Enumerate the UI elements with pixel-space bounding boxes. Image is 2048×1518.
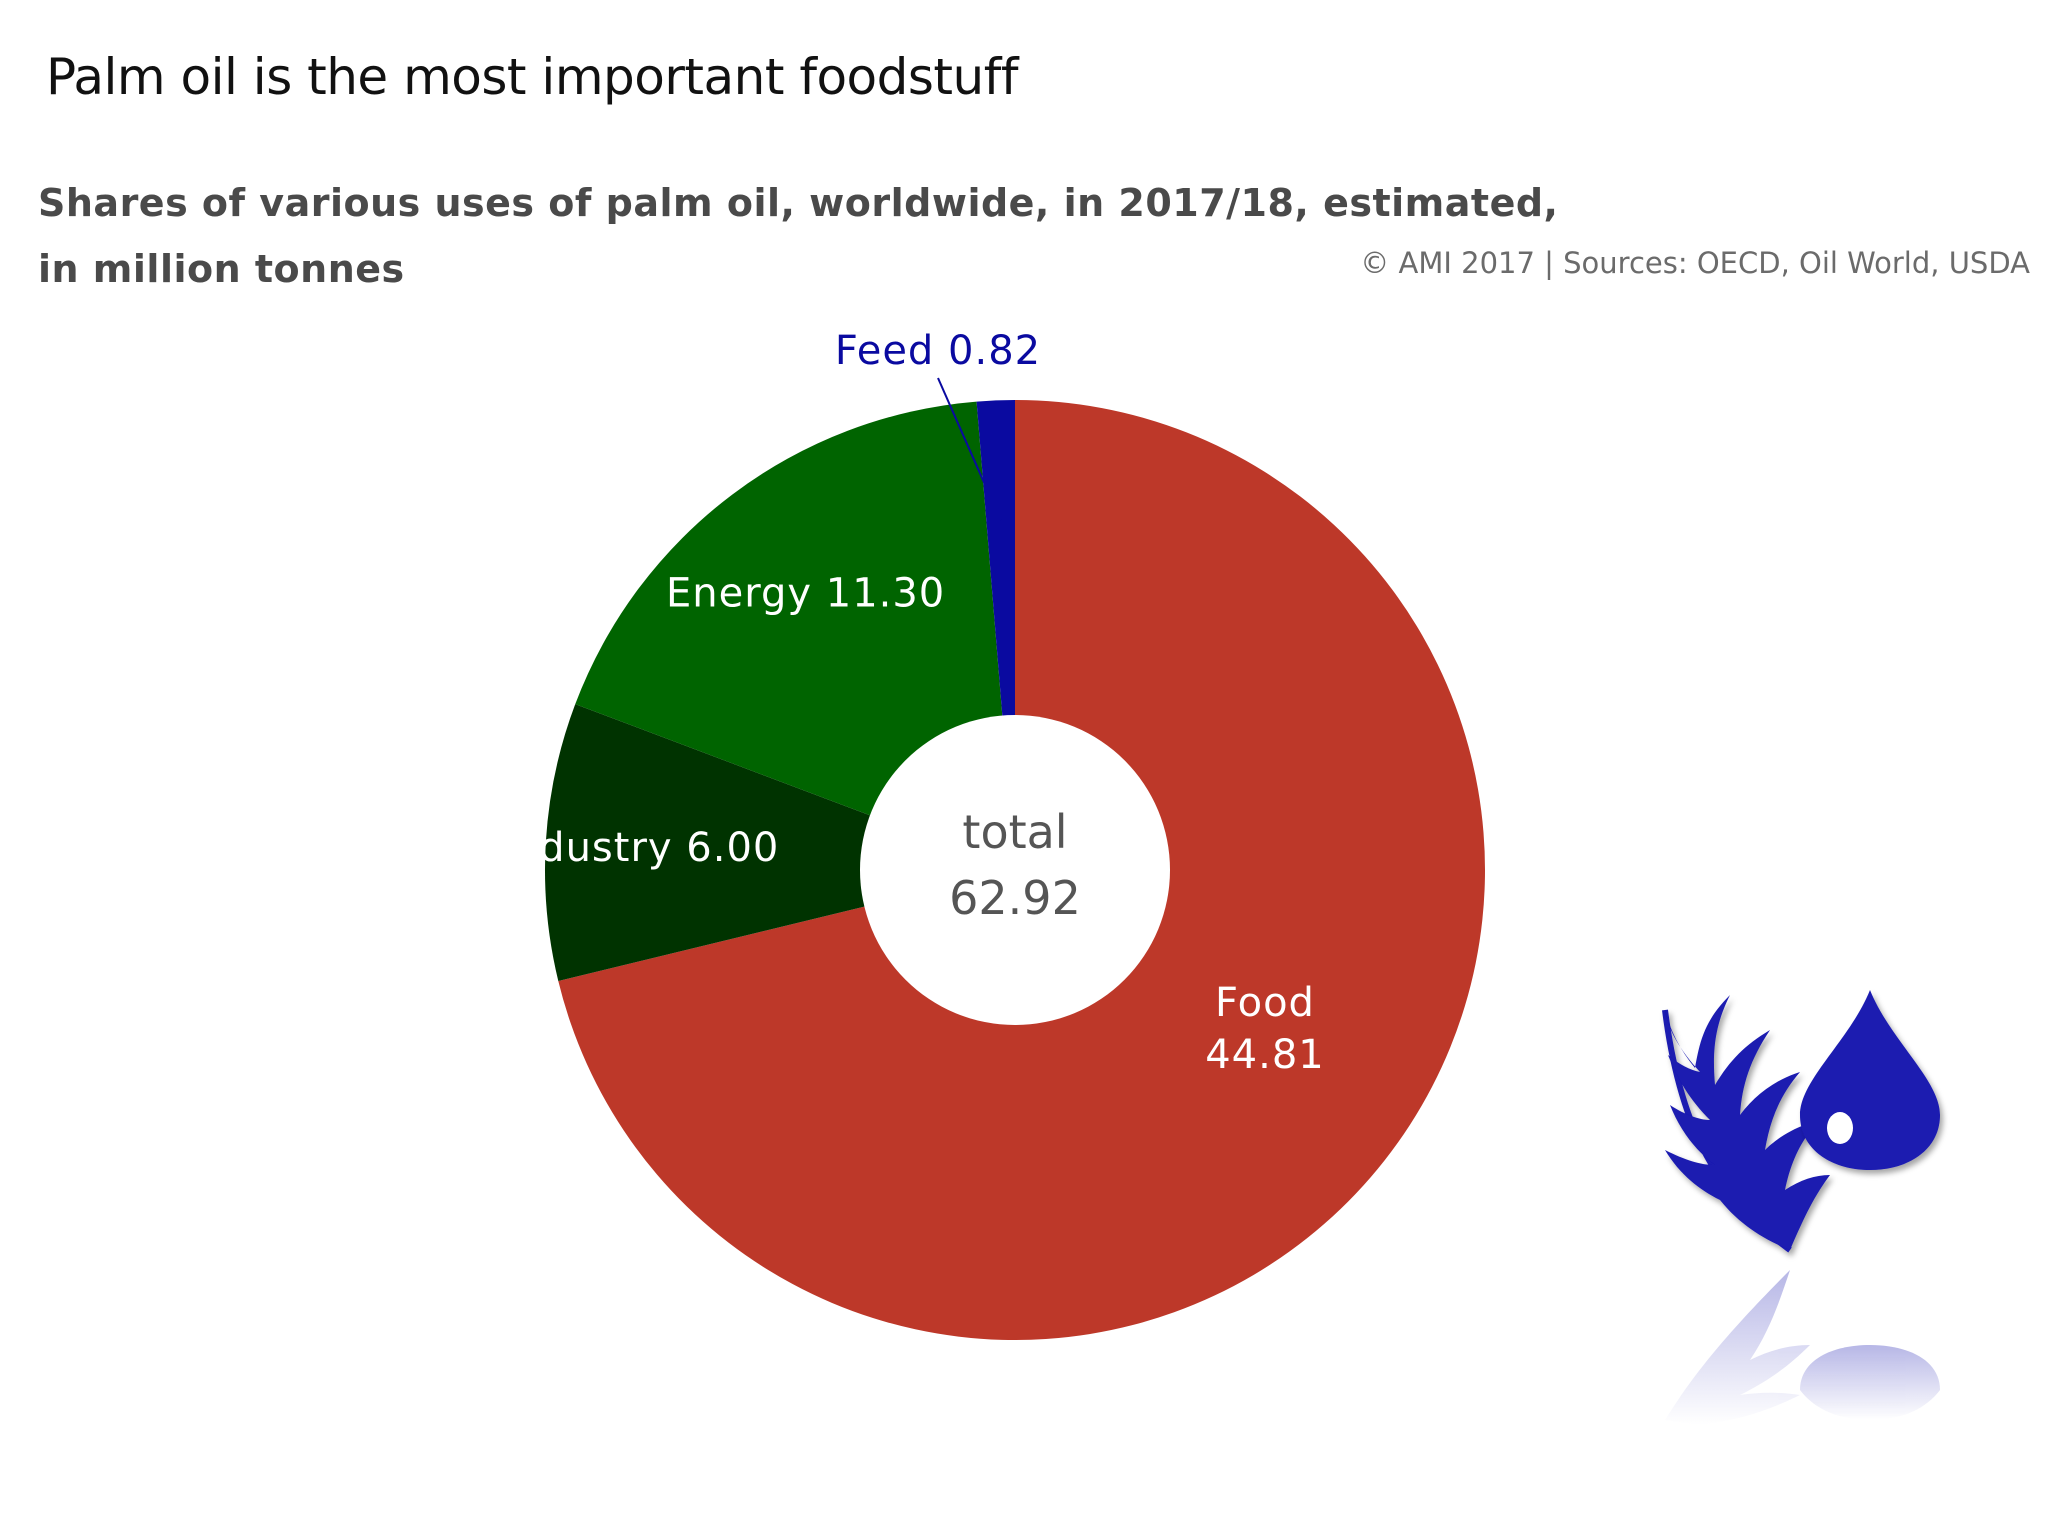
chart-title: Palm oil is the most important foodstuff [46, 48, 1018, 106]
slice-leader-line-feed [937, 377, 1002, 521]
slice-label-industry: Industry 6.00 [500, 825, 779, 871]
subtitle-line-2: in million tonnes [38, 247, 405, 291]
chart-subtitle: Shares of various uses of palm oil, worl… [38, 170, 1559, 302]
oil-drop-icon [1800, 990, 1940, 1170]
slice-value-food: 44.81 [1205, 1032, 1325, 1078]
slice-energy [575, 401, 1015, 870]
subtitle-line-1: Shares of various uses of palm oil, worl… [38, 181, 1559, 225]
icon-reflection [1665, 1270, 1940, 1425]
slice-industry [545, 704, 1015, 981]
palm-leaf-icon [1662, 995, 1830, 1253]
donut-hole [860, 715, 1170, 1025]
source-note: © AMI 2017 | Sources: OECD, Oil World, U… [1360, 246, 2030, 280]
slice-label-feed: Feed 0.82 [835, 328, 1041, 374]
slice-label-energy: Energy 11.30 [666, 570, 945, 616]
slice-labels: Food 44.81 Industry 6.00 Energy 11.30 Feed 0… [500, 328, 1325, 1078]
slice-label-food: Food [1215, 980, 1315, 1026]
center-label: total [962, 805, 1067, 859]
center-value: 62.92 [949, 871, 1081, 925]
